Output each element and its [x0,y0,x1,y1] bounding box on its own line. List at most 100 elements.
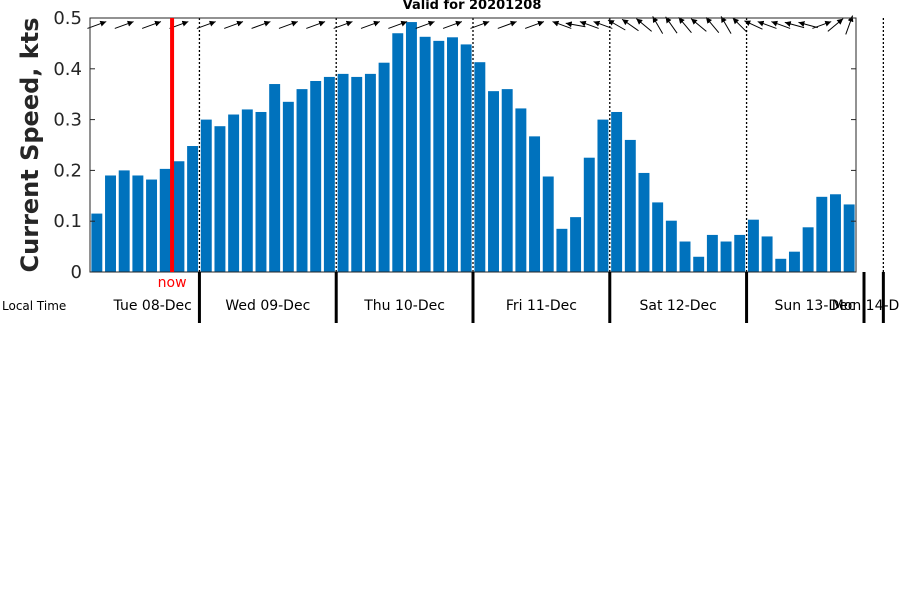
y-tick-label: 0 [71,262,82,283]
bar [611,111,623,272]
direction-arrow [678,17,692,33]
direction-arrow [579,20,599,29]
bar [583,157,595,272]
bar [624,139,636,272]
bar [200,119,212,272]
bar [830,194,841,272]
bar [488,91,499,272]
now-marker: now [158,18,187,291]
bar [91,213,103,272]
direction-arrow [621,18,639,32]
direction-arrow [757,20,777,29]
y-tick-label: 0.1 [53,211,82,232]
bar [652,202,664,272]
bar [734,234,746,272]
bar [187,146,199,272]
day-label: Tue 08-Dec [113,298,192,314]
direction-arrow [593,20,613,29]
bar [132,175,144,272]
bar [556,228,568,272]
direction-arrow [690,18,707,32]
bar [720,241,732,272]
direction-arrow [565,21,586,28]
direction-arrow [141,20,162,29]
bar-series [91,22,855,273]
y-tick-label: 0.5 [53,8,82,29]
bar [460,44,472,272]
bar [529,136,541,272]
direction-arrow [798,21,818,29]
bar [679,241,691,272]
bar [419,36,431,272]
bar [105,175,116,272]
bar [323,76,335,272]
direction-arrow [827,18,844,32]
day-label: Mon 14-Dec [832,298,900,314]
bar [392,33,404,272]
direction-arrow [224,20,244,29]
bar [515,108,527,272]
direction-arrow [524,20,545,29]
bar [433,40,445,272]
bar [269,84,281,272]
direction-arrow [415,20,435,29]
bar [255,111,267,272]
bar [816,196,828,272]
bar [570,217,582,272]
bar [118,170,130,272]
bar [351,76,363,272]
direction-arrows [87,15,854,35]
bar [310,80,322,272]
direction-arrow [744,20,763,30]
bar [447,37,458,272]
day-label: Sat 12-Dec [639,298,716,314]
bar [788,251,800,272]
bar [706,234,718,272]
direction-arrow [771,20,791,29]
y-axis-label: Current Speed, kts [16,18,44,273]
direction-arrow [705,17,720,33]
direction-arrow [497,20,517,29]
bar [282,101,294,272]
bar [542,176,554,272]
y-tick-label: 0.2 [53,160,82,181]
direction-arrow [720,16,732,34]
bar [747,219,759,272]
direction-arrow [333,20,353,29]
y-tick-label: 0.3 [53,110,82,131]
direction-arrow [552,20,572,29]
bar [228,114,240,273]
now-label: now [158,275,187,291]
direction-arrow [442,20,463,29]
bar [802,227,814,272]
direction-arrow [196,20,216,29]
direction-arrow [812,20,832,29]
direction-arrow [388,20,408,29]
bar [501,89,513,273]
direction-arrow [87,20,107,29]
bar [597,119,609,272]
direction-arrow [732,17,748,33]
direction-arrow [114,20,134,29]
bar [775,258,787,272]
bar [337,73,349,272]
bar [843,204,855,272]
local-time-caption: Local Time [2,299,66,313]
bar [173,161,185,272]
bar [665,220,677,272]
direction-arrow [665,16,678,34]
day-label: Fri 11-Dec [506,298,577,314]
bar [296,89,308,273]
bar [474,62,486,272]
bar [364,73,376,272]
bar [638,172,650,272]
y-axis-ticks: 0 0.1 0.2 0.3 0.4 0.5 [53,8,856,283]
direction-arrow [636,18,652,32]
day-label: Wed 09-Dec [225,298,310,314]
bar [693,256,705,272]
direction-arrow [470,20,490,29]
bar [405,22,417,273]
bar [241,109,253,272]
direction-arrow [652,16,664,34]
